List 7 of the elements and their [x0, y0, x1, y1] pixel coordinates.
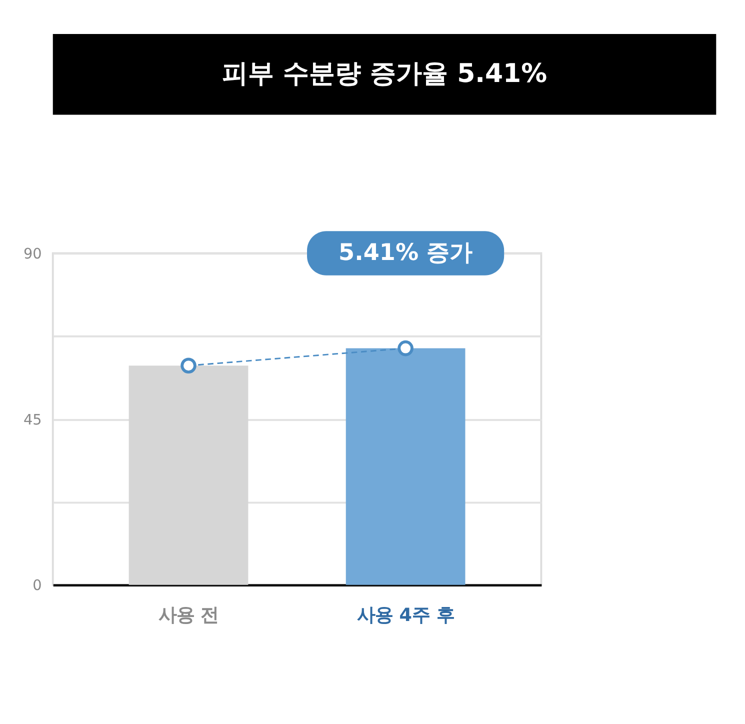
y-tick-label: 90 — [23, 246, 42, 263]
y-tick-label: 0 — [32, 578, 42, 594]
chart-title: 피부 수분량 증가율 5.41% — [222, 59, 548, 90]
x-tick-label: 사용 전 — [158, 604, 219, 626]
x-tick-label: 사용 4주 후 — [356, 604, 454, 626]
annotation: 5.41% 증가 — [338, 240, 473, 266]
y-tick-label: 45 — [23, 412, 42, 428]
